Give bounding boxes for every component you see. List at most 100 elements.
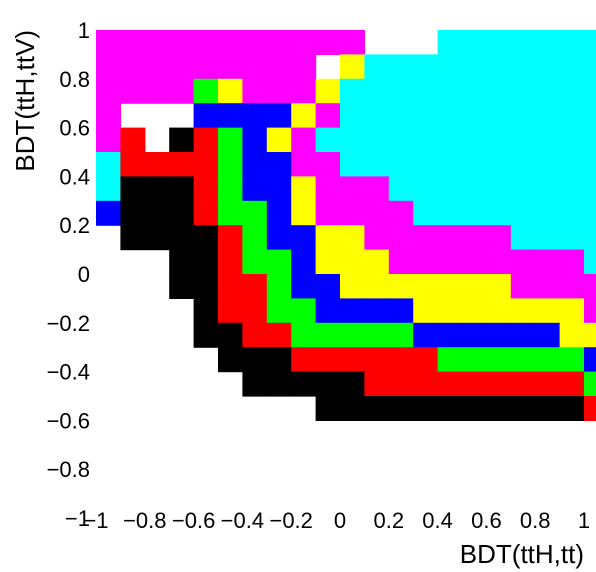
y-axis-label: BDT(ttH,ttV) <box>10 30 40 172</box>
y-tick-label: −0.6 <box>47 408 90 433</box>
heatmap-cell <box>486 371 512 397</box>
y-tick-label: −1 <box>65 506 90 531</box>
heatmap-cell <box>144 176 170 202</box>
heatmap-cell <box>510 152 536 177</box>
heatmap-cell <box>315 371 341 397</box>
heatmap-cell <box>584 322 596 348</box>
heatmap-cell <box>242 54 268 80</box>
heatmap-cell <box>315 30 341 55</box>
heatmap-cell <box>193 103 219 129</box>
heatmap-cell <box>559 78 585 104</box>
heatmap-cell <box>413 176 439 202</box>
heatmap-cell <box>559 176 585 202</box>
heatmap-cell <box>193 249 219 275</box>
y-tick-label: −0.8 <box>47 457 90 482</box>
heatmap-cell <box>462 225 487 251</box>
heatmap-cell <box>291 274 317 299</box>
heatmap-cell <box>96 176 121 202</box>
heatmap-cell <box>437 396 463 421</box>
heatmap-cell <box>96 152 121 177</box>
heatmap-cell <box>437 371 463 397</box>
heatmap-cell <box>535 103 561 129</box>
heatmap-cells <box>96 30 596 421</box>
heatmap-cell <box>364 127 390 153</box>
heatmap-cell <box>242 274 268 299</box>
heatmap-cell <box>584 396 596 421</box>
heatmap-cell <box>340 322 365 348</box>
heatmap-cell <box>218 200 243 226</box>
heatmap-cell <box>535 176 561 202</box>
heatmap-cell <box>462 103 487 129</box>
heatmap-cell <box>413 200 439 226</box>
x-tick-label: −0.8 <box>123 508 166 533</box>
heatmap-cell <box>413 103 439 129</box>
heatmap-cell <box>144 54 170 80</box>
heatmap-cell <box>340 103 365 129</box>
heatmap-cell <box>559 322 585 348</box>
heatmap-cell <box>315 249 341 275</box>
heatmap-cell <box>584 30 596 55</box>
heatmap-cell <box>169 152 195 177</box>
heatmap-cell <box>437 249 463 275</box>
heatmap-cell <box>584 249 596 275</box>
heatmap-cell <box>291 347 317 373</box>
heatmap-cell <box>242 347 268 373</box>
heatmap-cell <box>584 274 596 299</box>
heatmap-cell <box>559 274 585 299</box>
heatmap-cell <box>584 54 596 80</box>
heatmap-cell <box>437 200 463 226</box>
heatmap-cell <box>559 225 585 251</box>
heatmap-cell <box>193 225 219 251</box>
x-tick-label: −1 <box>83 508 108 533</box>
heatmap-cell <box>242 200 268 226</box>
heatmap-cell <box>486 200 512 226</box>
heatmap-cell <box>266 200 292 226</box>
heatmap-cell <box>510 200 536 226</box>
heatmap-cell <box>364 176 390 202</box>
x-axis-label: BDT(ttH,tt) <box>460 539 584 569</box>
heatmap-cell <box>510 78 536 104</box>
heatmap-cell <box>486 322 512 348</box>
heatmap-cell <box>315 225 341 251</box>
heatmap-cell <box>535 127 561 153</box>
x-tick-label: −0.4 <box>221 508 264 533</box>
heatmap-cell <box>559 249 585 275</box>
heatmap-cell <box>462 347 487 373</box>
heatmap-cell <box>242 30 268 55</box>
heatmap-cell <box>510 274 536 299</box>
heatmap-cell <box>559 152 585 177</box>
heatmap-cell <box>144 152 170 177</box>
heatmap-cell <box>340 298 365 324</box>
heatmap-cell <box>388 176 414 202</box>
heatmap-cell <box>266 249 292 275</box>
heatmap-cell <box>120 225 146 251</box>
heatmap-cell <box>364 298 390 324</box>
x-tick-label: 1 <box>578 508 590 533</box>
y-tick-label: 0.8 <box>59 67 90 92</box>
heatmap-cell <box>413 54 439 80</box>
heatmap-cell <box>144 78 170 104</box>
heatmap-cell <box>340 396 365 421</box>
heatmap-cell <box>364 78 390 104</box>
heatmap-cell <box>169 274 195 299</box>
heatmap-cell <box>584 225 596 251</box>
heatmap-cell <box>242 176 268 202</box>
heatmap-cell <box>535 298 561 324</box>
heatmap-cell <box>291 176 317 202</box>
heatmap-cell <box>510 347 536 373</box>
heatmap-cell <box>584 176 596 202</box>
heatmap-cell <box>413 127 439 153</box>
heatmap-cell <box>193 127 219 153</box>
heatmap-cell <box>315 78 341 104</box>
heatmap-cell <box>218 274 243 299</box>
heatmap-cell <box>584 347 596 373</box>
heatmap-cell <box>266 30 292 55</box>
heatmap-cell <box>242 322 268 348</box>
heatmap-cell <box>218 249 243 275</box>
heatmap-cell <box>559 396 585 421</box>
heatmap-cell <box>340 274 365 299</box>
heatmap-cell <box>388 152 414 177</box>
heatmap-cell <box>291 200 317 226</box>
heatmap-cell <box>218 54 243 80</box>
x-tick-label: −0.2 <box>269 508 312 533</box>
